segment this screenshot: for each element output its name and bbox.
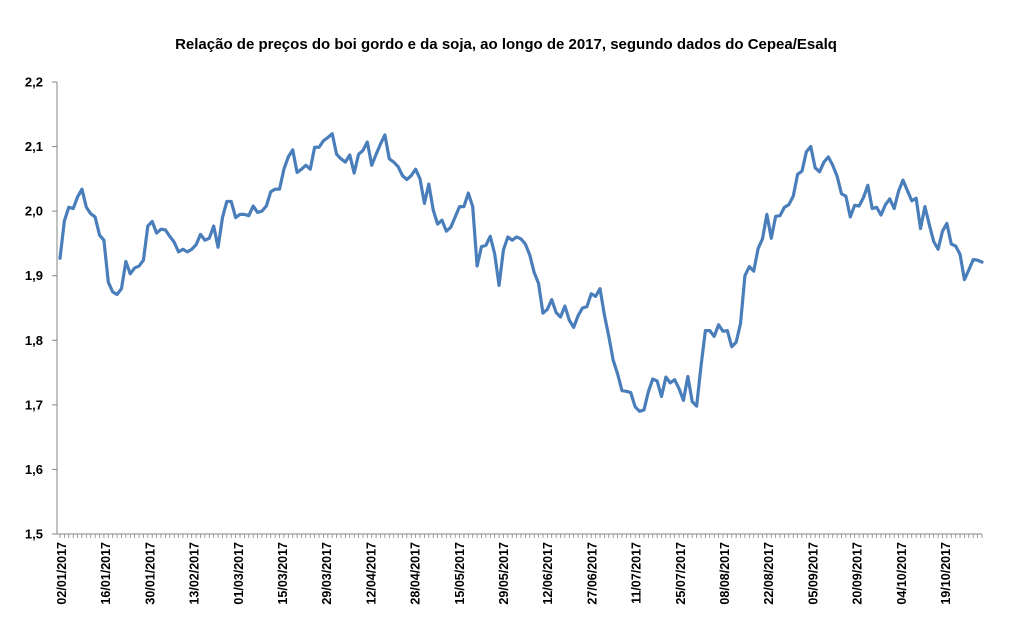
x-tick-label: 29/03/2017 [320,542,334,605]
x-tick-label: 13/02/2017 [188,542,202,605]
x-tick-label: 27/06/2017 [585,542,599,605]
y-tick-label: 1,9 [25,268,43,283]
x-tick-label: 20/09/2017 [851,542,865,605]
x-tick-label: 12/04/2017 [364,542,378,605]
x-tick-label: 16/01/2017 [99,542,113,605]
x-tick-label: 02/01/2017 [55,542,69,605]
x-tick-label: 15/03/2017 [276,542,290,605]
x-tick-label: 28/04/2017 [409,542,423,605]
x-tick-label: 15/05/2017 [453,542,467,605]
x-axis: 02/01/2017 16/01/2017 30/01/2017 13/02/2017… [55,533,983,605]
y-tick-label: 2,2 [25,75,43,90]
x-tick-label: 19/10/2017 [939,542,953,605]
y-tick-label: 1,8 [25,333,43,348]
x-tick-label: 08/08/2017 [718,542,732,605]
y-tick-label: 1,7 [25,397,43,412]
x-tick-label: 29/05/2017 [497,542,511,605]
y-tick-label: 2,1 [25,139,43,154]
series-group [58,132,984,413]
x-tick-label: 12/06/2017 [541,542,555,605]
x-tick-label: 11/07/2017 [630,542,644,604]
chart-title: Relação de preços do boi gordo e da soja… [175,36,837,53]
y-tick-label: 1,6 [25,462,43,477]
y-tick-label: 1,5 [25,527,43,542]
x-tick-label: 30/01/2017 [143,542,157,605]
x-tick-label: 25/07/2017 [674,542,688,605]
x-tick-label: 22/08/2017 [762,542,776,605]
x-tick-label: 01/03/2017 [232,542,246,605]
y-tick-label: 2,0 [25,204,43,219]
x-tick-label: 04/10/2017 [895,542,909,605]
series-line [58,132,984,413]
x-tick-label: 05/09/2017 [806,542,820,605]
y-axis: 1,5 1,6 1,7 1,8 1,9 2,0 2,1 2,2 [25,75,58,542]
